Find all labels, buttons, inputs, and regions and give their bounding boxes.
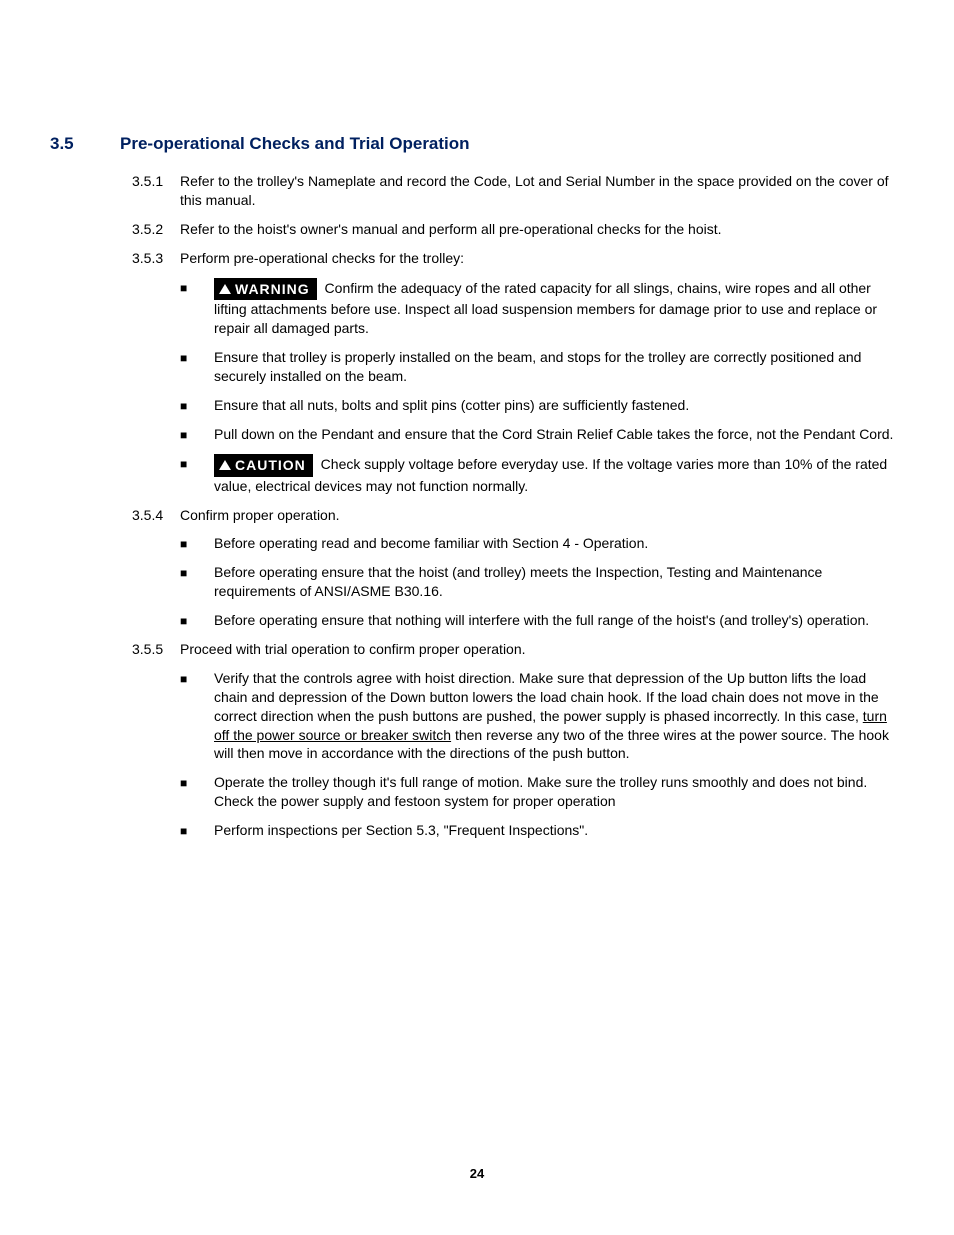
bullet-item: ■ CAUTION Check supply voltage before ev… — [50, 454, 906, 496]
caution-label: CAUTION — [214, 454, 313, 477]
bullet-text: Ensure that trolley is properly installe… — [214, 348, 906, 386]
bullet-text-part: , "Frequent Inspections". — [436, 822, 588, 838]
subsection-text: Refer to the trolley's Nameplate and rec… — [180, 172, 906, 210]
bullet-text: Verify that the controls agree with hois… — [214, 669, 906, 763]
bullet-item: ■ Ensure that trolley is properly instal… — [50, 348, 906, 386]
bullet-item: ■ Before operating ensure that nothing w… — [50, 611, 906, 630]
subsection-351: 3.5.1 Refer to the trolley's Nameplate a… — [50, 172, 906, 210]
section-heading-row: 3.5 Pre-operational Checks and Trial Ope… — [50, 134, 906, 154]
bullet-square-icon: ■ — [180, 396, 214, 415]
bullet-text-part: Before operating read and become familia… — [214, 535, 512, 551]
bullet-square-icon: ■ — [180, 278, 214, 339]
caution-label-text: CAUTION — [235, 456, 306, 475]
bullet-item: ■ Before operating read and become famil… — [50, 534, 906, 553]
bullet-square-icon: ■ — [180, 611, 214, 630]
section-title: Pre-operational Checks and Trial Operati… — [120, 134, 470, 154]
bullet-text-part: - Operation. — [570, 535, 648, 551]
subsection-number: 3.5.4 — [132, 506, 180, 525]
section-ref: Section 4 — [512, 535, 570, 551]
subsection-354: 3.5.4 Confirm proper operation. — [50, 506, 906, 525]
subsection-text: Proceed with trial operation to confirm … — [180, 640, 906, 659]
bullet-square-icon: ■ — [180, 454, 214, 496]
bullet-item: ■ Ensure that all nuts, bolts and split … — [50, 396, 906, 415]
bullet-text-part: Perform inspections per — [214, 822, 366, 838]
bullet-text: Before operating read and become familia… — [214, 534, 906, 553]
bullet-text: Ensure that all nuts, bolts and split pi… — [214, 396, 906, 415]
subsection-352: 3.5.2 Refer to the hoist's owner's manua… — [50, 220, 906, 239]
bullet-text: Pull down on the Pendant and ensure that… — [214, 425, 906, 444]
subsection-text: Confirm proper operation. — [180, 506, 906, 525]
bullet-text: Before operating ensure that nothing wil… — [214, 611, 906, 630]
bullet-item: ■ Before operating ensure that the hoist… — [50, 563, 906, 601]
bullet-text-part: Verify that the controls agree with hois… — [214, 670, 879, 724]
section-ref: Section 5.3 — [366, 822, 436, 838]
bullet-square-icon: ■ — [180, 821, 214, 840]
alert-triangle-icon — [219, 460, 231, 470]
document-page: 3.5 Pre-operational Checks and Trial Ope… — [0, 0, 954, 1235]
subsection-number: 3.5.3 — [132, 249, 180, 268]
bullet-after-text: Check supply voltage before everyday use… — [214, 456, 887, 494]
bullet-item: ■ WARNING Confirm the adequacy of the ra… — [50, 278, 906, 339]
bullet-square-icon: ■ — [180, 348, 214, 386]
alert-triangle-icon — [219, 284, 231, 294]
warning-label-text: WARNING — [235, 280, 310, 299]
bullet-text: WARNING Confirm the adequacy of the rate… — [214, 278, 906, 339]
bullet-square-icon: ■ — [180, 669, 214, 763]
bullet-text: Before operating ensure that the hoist (… — [214, 563, 906, 601]
subsection-number: 3.5.2 — [132, 220, 180, 239]
bullet-item: ■ Pull down on the Pendant and ensure th… — [50, 425, 906, 444]
warning-label: WARNING — [214, 278, 317, 301]
bullet-square-icon: ■ — [180, 534, 214, 553]
bullet-text: Perform inspections per Section 5.3, "Fr… — [214, 821, 906, 840]
subsection-number: 3.5.5 — [132, 640, 180, 659]
subsection-text: Perform pre-operational checks for the t… — [180, 249, 906, 268]
bullet-text: CAUTION Check supply voltage before ever… — [214, 454, 906, 496]
bullet-item: ■ Verify that the controls agree with ho… — [50, 669, 906, 763]
page-number: 24 — [0, 1166, 954, 1181]
bullet-item: ■ Perform inspections per Section 5.3, "… — [50, 821, 906, 840]
subsection-text: Refer to the hoist's owner's manual and … — [180, 220, 906, 239]
bullet-square-icon: ■ — [180, 773, 214, 811]
bullet-square-icon: ■ — [180, 563, 214, 601]
subsection-number: 3.5.1 — [132, 172, 180, 210]
subsection-355: 3.5.5 Proceed with trial operation to co… — [50, 640, 906, 659]
bullet-text: Operate the trolley though it's full ran… — [214, 773, 906, 811]
bullet-item: ■ Operate the trolley though it's full r… — [50, 773, 906, 811]
subsection-353: 3.5.3 Perform pre-operational checks for… — [50, 249, 906, 268]
section-number: 3.5 — [50, 134, 120, 154]
bullet-square-icon: ■ — [180, 425, 214, 444]
